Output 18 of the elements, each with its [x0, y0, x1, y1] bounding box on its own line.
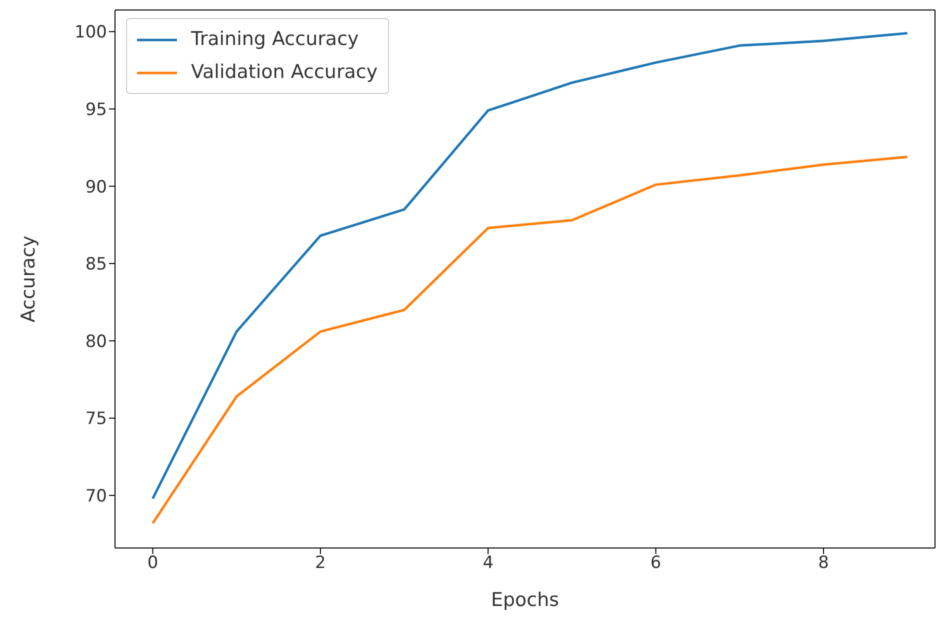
y-tick-label: 80: [85, 332, 107, 352]
x-tick-label: 4: [482, 553, 494, 574]
x-axis-title: Epochs: [490, 589, 560, 611]
y-axis-title: Accuracy: [18, 236, 40, 322]
line-series: [151, 156, 909, 525]
legend-label: Validation Accuracy: [191, 60, 378, 85]
x-tick-label: 8: [818, 553, 829, 574]
x-tick-label: 6: [650, 553, 662, 574]
line-series: [151, 32, 909, 500]
y-tick-label: 90: [85, 177, 107, 198]
y-tick-label: 100: [74, 22, 107, 43]
x-tick-label: 2: [315, 553, 326, 574]
x-tick-label: 0: [147, 553, 158, 574]
y-tick-label: 85: [85, 254, 107, 275]
y-tick-label: 70: [85, 486, 107, 506]
y-tick-label: 75: [85, 409, 107, 430]
legend-label: Training Accuracy: [191, 27, 359, 52]
y-tick-label: 95: [85, 100, 107, 120]
